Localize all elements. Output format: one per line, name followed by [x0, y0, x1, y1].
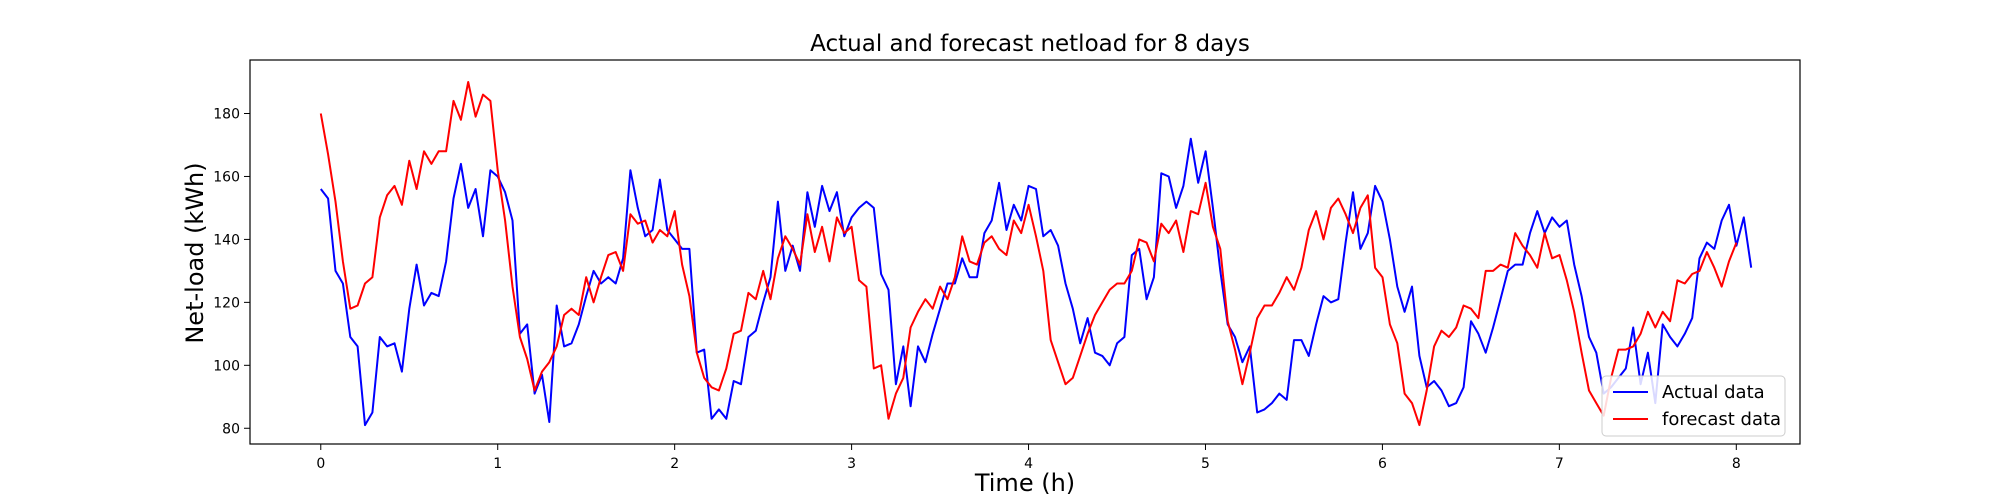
y-tick-label: 140 [213, 232, 240, 248]
plot-frame [249, 59, 1801, 445]
legend-label-actual: Actual data [1662, 382, 1765, 403]
y-tick-label: 180 [213, 107, 240, 123]
axis-ticks: 0 1 2 3 4 5 6 7 8 80 100 120 140 160 180 [213, 107, 1740, 472]
x-tick-label: 2 [670, 456, 679, 472]
x-tick-label: 8 [1732, 456, 1741, 472]
y-axis-label: Net-load (kWh) [181, 162, 209, 343]
x-tick-label: 0 [316, 456, 325, 472]
x-tick-label: 6 [1378, 456, 1387, 472]
x-tick-label: 3 [847, 456, 856, 472]
plot-area [250, 60, 1800, 444]
series-lines [319, 81, 1753, 427]
x-axis-label: Time (h) [974, 469, 1075, 497]
legend: Actual data forecast data [1601, 375, 1786, 437]
legend-label-forecast: forecast data [1662, 409, 1781, 430]
y-tick-label: 160 [213, 169, 240, 185]
y-tick-label: 100 [213, 358, 240, 374]
forecast-data-line [319, 81, 1738, 427]
y-tick-label: 80 [222, 421, 240, 437]
actual-data-line [320, 137, 1753, 427]
x-tick-label: 1 [493, 456, 502, 472]
y-tick-label: 120 [213, 295, 240, 311]
chart-title: Actual and forecast netload for 8 days [810, 31, 1250, 57]
x-tick-label: 4 [1024, 456, 1033, 472]
x-tick-label: 5 [1201, 456, 1210, 472]
x-tick-label: 7 [1555, 456, 1564, 472]
